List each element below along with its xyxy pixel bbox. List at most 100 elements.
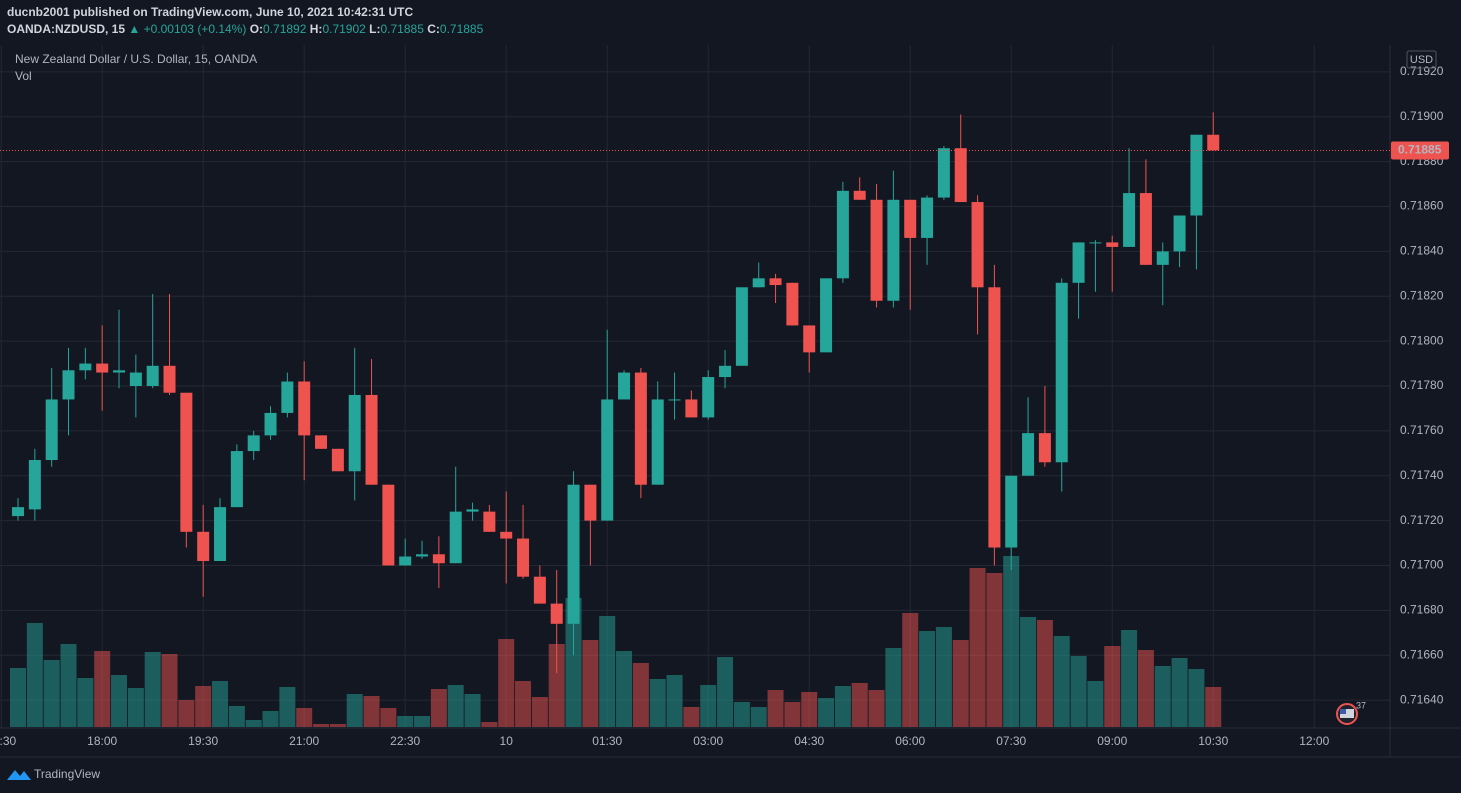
close-value: 0.71885 bbox=[439, 22, 484, 36]
volume-bar bbox=[969, 568, 986, 727]
y-tick-label: 0.71840 bbox=[1400, 244, 1444, 258]
volume-bar bbox=[195, 686, 212, 727]
volume-bar bbox=[632, 663, 649, 727]
volume-bar bbox=[666, 675, 683, 727]
volume-bar bbox=[94, 651, 111, 727]
last-price-box bbox=[1391, 141, 1449, 160]
logo-icon[interactable] bbox=[7, 770, 31, 780]
volume-bar bbox=[1121, 630, 1138, 727]
candle-body bbox=[62, 370, 75, 400]
volume-bar bbox=[1171, 658, 1188, 727]
x-tick-label: 01:30 bbox=[592, 734, 622, 748]
candle-body bbox=[836, 190, 849, 279]
candle-body bbox=[315, 435, 328, 449]
candle-body bbox=[180, 392, 193, 532]
candle-body bbox=[988, 287, 1001, 548]
candle-body bbox=[685, 399, 698, 418]
volume-bar bbox=[548, 644, 565, 727]
candle-body bbox=[870, 199, 883, 301]
volume-bar bbox=[801, 692, 818, 727]
volume-bar bbox=[683, 707, 700, 727]
volume-bar bbox=[380, 708, 397, 727]
y-tick-label: 0.71760 bbox=[1400, 423, 1444, 437]
volume-bar bbox=[834, 686, 851, 727]
volume-bar bbox=[868, 690, 885, 727]
volume-bar bbox=[161, 654, 178, 727]
y-tick-label: 0.71860 bbox=[1400, 199, 1444, 213]
y-tick-label: 0.71800 bbox=[1400, 333, 1444, 347]
volume-bar bbox=[178, 700, 195, 727]
candle-body bbox=[163, 365, 176, 393]
candle-body bbox=[432, 554, 445, 564]
candle-body bbox=[533, 576, 546, 604]
candle-body bbox=[668, 399, 681, 401]
candle-body bbox=[146, 365, 159, 386]
badge-count[interactable]: 37 bbox=[1356, 700, 1366, 710]
open-label: O: bbox=[249, 22, 264, 36]
x-tick-label: 10:30 bbox=[1198, 734, 1228, 748]
volume-bar bbox=[717, 657, 734, 727]
volume-bar bbox=[1188, 669, 1205, 727]
volume-bar bbox=[565, 598, 582, 727]
candle-body bbox=[197, 531, 210, 561]
high-value: 0.71902 bbox=[322, 22, 366, 36]
candle-body bbox=[264, 412, 277, 436]
candle-body bbox=[79, 363, 92, 371]
volume-bar bbox=[262, 711, 279, 727]
header-line-2: OANDA:NZDUSD, 15 ▲ +0.00103 (+0.14%) O:0… bbox=[7, 22, 483, 36]
volume-bar bbox=[414, 716, 431, 727]
axes: 0.719200.719000.718800.718600.718400.718… bbox=[0, 64, 1449, 748]
y-tick-label: 0.71700 bbox=[1400, 558, 1444, 572]
volume-bar bbox=[346, 694, 363, 727]
candle-body bbox=[584, 484, 597, 521]
candle-body bbox=[567, 484, 580, 624]
candle-body bbox=[887, 199, 900, 301]
x-tick-label: 10 bbox=[500, 734, 514, 748]
volume-bar bbox=[902, 613, 919, 727]
candle-body bbox=[702, 377, 715, 418]
volume-label: Vol bbox=[15, 69, 32, 83]
volume-bar bbox=[733, 702, 750, 727]
candle-body bbox=[1139, 193, 1152, 265]
logo[interactable] bbox=[7, 770, 31, 780]
candle-body bbox=[1005, 475, 1018, 548]
volume-bar bbox=[1003, 556, 1020, 727]
volume-bar bbox=[26, 623, 43, 727]
volume-bar bbox=[1154, 666, 1171, 727]
volume-bar bbox=[212, 681, 229, 727]
volume-bar bbox=[616, 651, 633, 727]
footer-brand[interactable]: TradingView bbox=[34, 767, 100, 781]
volume-bar bbox=[43, 660, 60, 727]
candle-body bbox=[550, 603, 563, 624]
x-tick-label: 12:00 bbox=[1299, 734, 1329, 748]
volume-bar bbox=[1087, 681, 1104, 727]
currency-box[interactable] bbox=[1406, 50, 1437, 69]
candle-body bbox=[348, 394, 361, 472]
low-value: 0.71885 bbox=[380, 22, 424, 36]
volume-bar bbox=[464, 694, 481, 727]
x-tick-label: 18:00 bbox=[87, 734, 117, 748]
header-line-1: ducnb2001 published on TradingView.com, … bbox=[7, 5, 413, 19]
candle-body bbox=[517, 538, 530, 577]
candle-body bbox=[466, 509, 479, 512]
candle-body bbox=[853, 190, 866, 200]
candle-body bbox=[1022, 433, 1035, 476]
event-badge[interactable]: 37 bbox=[1336, 700, 1366, 725]
candle-body bbox=[96, 363, 109, 373]
x-tick-label: 09:00 bbox=[1097, 734, 1127, 748]
currency[interactable]: USD bbox=[1410, 54, 1433, 66]
candle-body bbox=[129, 372, 142, 386]
y-tick-label: 0.71740 bbox=[1400, 468, 1444, 482]
candle-body bbox=[752, 278, 765, 288]
x-tick-label: 19:30 bbox=[188, 734, 218, 748]
volume-bar bbox=[498, 639, 515, 727]
y-tick-label: 0.71660 bbox=[1400, 647, 1444, 661]
y-tick-label: 0.71900 bbox=[1400, 109, 1444, 123]
high-label: H: bbox=[309, 22, 323, 36]
candle-body bbox=[416, 554, 429, 557]
x-tick-label: 21:00 bbox=[289, 734, 319, 748]
x-tick-label: 07:30 bbox=[996, 734, 1026, 748]
volume-bar bbox=[1070, 656, 1087, 727]
x-tick-label: 03:00 bbox=[693, 734, 723, 748]
candle-body bbox=[1106, 242, 1119, 247]
